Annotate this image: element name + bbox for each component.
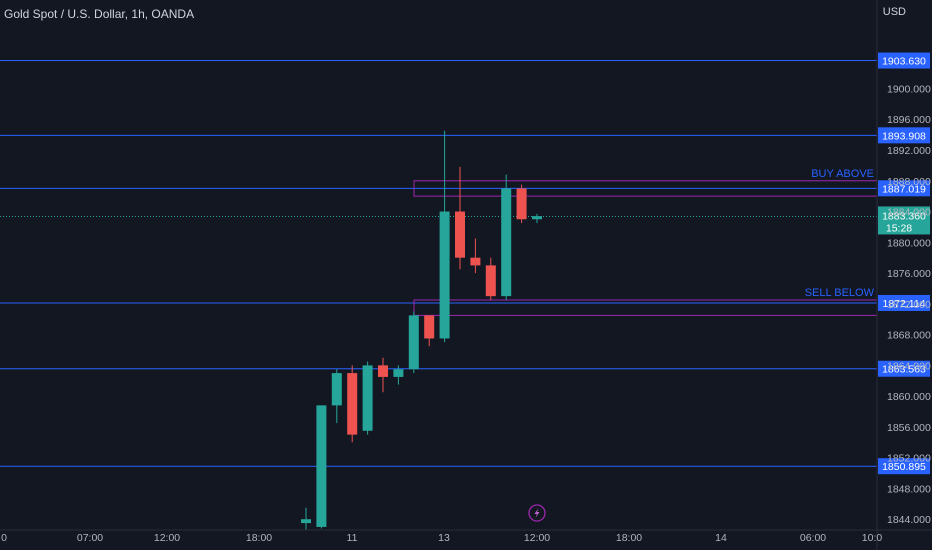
zone-rectangle bbox=[413, 299, 878, 316]
candle-body bbox=[439, 211, 450, 339]
level-price-label: 1887.019 bbox=[882, 183, 926, 195]
price-tick-label: 1864.000 bbox=[887, 360, 931, 372]
price-tick-label: 1880.000 bbox=[887, 237, 931, 249]
candle-body bbox=[316, 405, 327, 527]
level-price-tag bbox=[878, 180, 930, 197]
level-price-tag bbox=[878, 294, 930, 311]
price-tick-label: 1844.000 bbox=[887, 514, 931, 526]
candle-body bbox=[362, 365, 373, 431]
price-tick-label: 1868.000 bbox=[887, 330, 931, 342]
candle-body bbox=[455, 211, 465, 258]
candle-body bbox=[532, 216, 542, 220]
time-tick-label: 10:0 bbox=[862, 532, 883, 544]
rectangle-zones[interactable]: BUY ABOVE SELL BELOW bbox=[413, 168, 878, 316]
candle-body bbox=[485, 265, 496, 297]
candle-body bbox=[516, 188, 527, 220]
currency-label[interactable]: USD bbox=[882, 6, 906, 18]
price-tick-label: 1884.000 bbox=[887, 207, 931, 219]
candle-body bbox=[408, 315, 419, 370]
zone-label: BUY ABOVE bbox=[811, 168, 874, 180]
time-tick-label: 12:00 bbox=[154, 532, 180, 544]
time-tick-label: 12:00 bbox=[524, 532, 550, 544]
candle-body bbox=[301, 519, 311, 524]
price-tick-label: 1860.000 bbox=[887, 391, 931, 403]
candle-body bbox=[331, 373, 342, 406]
candle-body bbox=[378, 365, 388, 377]
lightning-icon bbox=[534, 508, 540, 518]
level-price-tag bbox=[878, 127, 930, 144]
current-price-tag bbox=[878, 206, 930, 235]
level-price-label: 1850.895 bbox=[882, 461, 926, 473]
price-tick-label: 1856.000 bbox=[887, 422, 931, 434]
candle-body bbox=[347, 373, 358, 435]
zone-label: SELL BELOW bbox=[805, 287, 875, 299]
lightning-icon-ring bbox=[528, 504, 546, 522]
event-marker[interactable] bbox=[528, 504, 546, 522]
candle-body bbox=[424, 315, 435, 339]
price-tick-label: 1872.000 bbox=[887, 299, 931, 311]
level-price-label: 1893.908 bbox=[882, 130, 926, 142]
time-tick-label: 18:00 bbox=[246, 532, 272, 544]
price-tick-label: 1888.000 bbox=[887, 176, 931, 188]
time-tick-label: 18:00 bbox=[616, 532, 642, 544]
symbol-legend[interactable]: Gold Spot / U.S. Dollar, 1h, OANDA bbox=[4, 7, 195, 21]
price-tick-label: 1848.000 bbox=[887, 483, 931, 495]
candle-body bbox=[501, 188, 512, 297]
countdown-label: 15:28 bbox=[886, 222, 912, 234]
price-tick-label: 1896.000 bbox=[887, 114, 931, 126]
candle-body bbox=[393, 369, 404, 377]
time-tick-label: 14 bbox=[715, 532, 727, 544]
time-tick-label: 07:00 bbox=[77, 532, 103, 544]
time-axis[interactable]: 0 07:00 12:00 18:00 11 13 12:00 18:00 14 06:00 10:… bbox=[0, 529, 932, 544]
level-price-tag bbox=[878, 360, 930, 377]
price-tick-label: 1892.000 bbox=[887, 145, 931, 157]
price-tick-label: 1852.000 bbox=[887, 453, 931, 465]
candle-body bbox=[470, 257, 481, 266]
price-tick-label: 1900.000 bbox=[887, 83, 931, 95]
time-tick-label: 13 bbox=[438, 532, 450, 544]
time-tick-label: 0 bbox=[1, 532, 7, 544]
price-tick-label: 1876.000 bbox=[887, 268, 931, 280]
horizontal-levels[interactable]: 1903.630 1893.908 1887.019 1872.114 1863.563… bbox=[0, 52, 930, 475]
time-tick-label: 06:00 bbox=[800, 532, 826, 544]
current-price-label: 1883.360 bbox=[882, 210, 926, 222]
price-axis[interactable]: 1900.000 1896.000 1892.000 1888.000 1884.000… bbox=[876, 0, 931, 550]
candles bbox=[301, 130, 542, 530]
level-price-label: 1903.630 bbox=[882, 56, 926, 68]
level-price-tag bbox=[878, 52, 930, 69]
level-price-label: 1872.114 bbox=[882, 298, 925, 310]
level-price-label: 1863.563 bbox=[882, 364, 926, 376]
level-price-tag bbox=[878, 458, 930, 475]
time-tick-label: 11 bbox=[347, 532, 358, 544]
